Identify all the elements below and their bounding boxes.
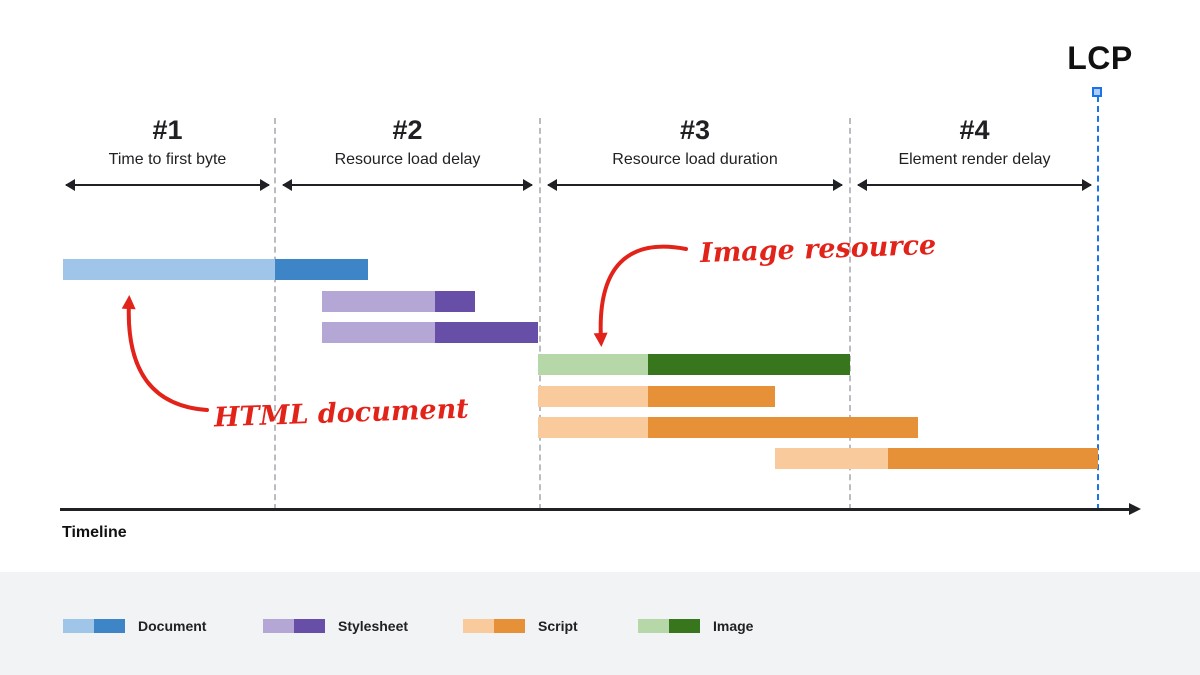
swatch-light-half xyxy=(63,619,94,633)
phase-extent-arrow xyxy=(857,179,1092,191)
swatch-dark-half xyxy=(94,619,125,633)
phase-extent-arrow xyxy=(282,179,533,191)
stylesheet-bar-dark-segment xyxy=(435,322,538,343)
legend-label: Image xyxy=(713,618,754,634)
lcp-dashed-line xyxy=(1097,96,1099,510)
phase-header-4: #4 Element render delay xyxy=(856,114,1093,196)
legend-swatch-image xyxy=(638,619,700,633)
phase-header-1: #1 Time to first byte xyxy=(64,114,271,196)
legend-label: Stylesheet xyxy=(338,618,409,634)
timeline-axis xyxy=(60,503,1141,515)
phase-header-2: #2 Resource load delay xyxy=(281,114,534,196)
stylesheet-bar-dark-segment xyxy=(435,291,475,312)
stylesheet-bar-light-segment xyxy=(322,322,435,343)
legend-label: Script xyxy=(538,618,578,634)
legend-item-script: Script xyxy=(463,618,578,634)
phase-separator-line xyxy=(539,118,541,510)
legend-swatch-document xyxy=(63,619,125,633)
swatch-dark-half xyxy=(494,619,525,633)
phase-label: Resource load delay xyxy=(334,151,481,168)
phase-label: Resource load duration xyxy=(612,151,778,168)
annotation-html-document: HTML document xyxy=(213,393,470,434)
phase-extent-arrow xyxy=(547,179,843,191)
phase-separator-line xyxy=(274,118,276,510)
phase-number: #2 xyxy=(392,115,423,145)
swatch-light-half xyxy=(638,619,669,633)
script-bar-dark-segment xyxy=(648,386,775,407)
legend-swatch-script xyxy=(463,619,525,633)
swatch-light-half xyxy=(263,619,294,633)
image-resource-arrow xyxy=(593,244,688,347)
phase-number: #3 xyxy=(679,115,711,145)
script-bar-dark-segment xyxy=(648,417,918,438)
script-bar-light-segment xyxy=(538,417,648,438)
script-bar-dark-segment xyxy=(888,448,1098,469)
swatch-light-half xyxy=(463,619,494,633)
phase-label: Time to first byte xyxy=(108,151,227,168)
swatch-dark-half xyxy=(294,619,325,633)
image-bar-light-segment xyxy=(538,354,648,375)
legend-item-document: Document xyxy=(63,618,206,634)
html-document-arrow xyxy=(121,295,209,412)
swatch-dark-half xyxy=(669,619,700,633)
legend-label: Document xyxy=(138,618,207,634)
lcp-title: LCP xyxy=(1067,40,1133,76)
document-bar-dark-segment xyxy=(275,259,368,280)
document-bar-light-segment xyxy=(63,259,275,280)
phase-label: Element render delay xyxy=(898,151,1051,168)
legend-item-stylesheet: Stylesheet xyxy=(263,618,408,634)
phase-header-3: #3 Resource load duration xyxy=(546,114,844,196)
phase-extent-arrow xyxy=(65,179,270,191)
timeline-label: Timeline xyxy=(62,524,127,541)
legend-swatch-stylesheet xyxy=(263,619,325,633)
legend: Document Stylesheet Script Image xyxy=(0,572,1200,675)
image-bar-dark-segment xyxy=(648,354,850,375)
phase-number: #4 xyxy=(959,115,990,145)
legend-item-image: Image xyxy=(638,618,753,634)
phase-number: #1 xyxy=(152,115,183,145)
script-bar-light-segment xyxy=(538,386,648,407)
phase-separator-line xyxy=(849,118,851,510)
script-bar-light-segment xyxy=(775,448,888,469)
stylesheet-bar-light-segment xyxy=(322,291,435,312)
annotation-image-resource: Image resource xyxy=(699,229,937,270)
